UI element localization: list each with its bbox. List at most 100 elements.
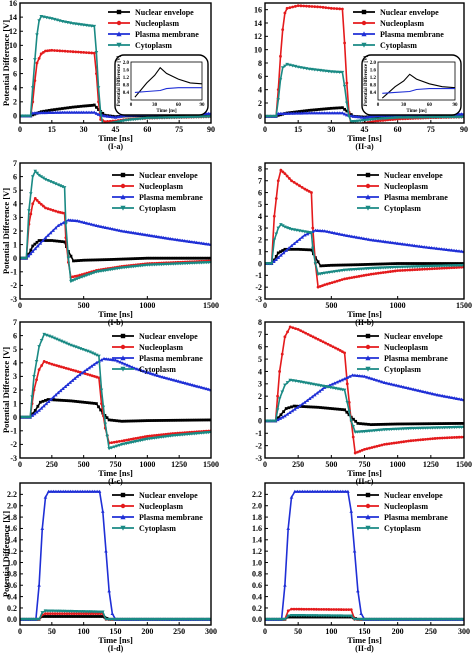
data-point: [347, 268, 352, 272]
series-group: [265, 325, 464, 455]
data-point: [360, 430, 364, 434]
y-tick-label: 7: [13, 318, 17, 327]
data-point: [339, 608, 343, 611]
data-point: [120, 361, 125, 365]
data-point: [373, 262, 377, 266]
data-point: [133, 257, 137, 261]
data-point: [385, 617, 389, 622]
y-tick-label: -1: [255, 429, 262, 438]
data-point: [92, 24, 97, 29]
x-tick-label: 200: [141, 627, 153, 636]
y-tick-label: 2: [258, 236, 262, 245]
data-point: [366, 237, 371, 241]
data-point: [125, 419, 128, 423]
y-tick-label: 6: [258, 72, 262, 81]
legend-swatch-marker: [365, 525, 371, 531]
data-point: [53, 108, 56, 111]
data-point: [144, 370, 148, 374]
x-tick-label: 500: [325, 460, 337, 469]
data-point: [204, 431, 209, 435]
data-point: [289, 615, 293, 619]
data-point: [122, 229, 126, 233]
data-point: [265, 114, 270, 119]
data-point: [447, 248, 451, 252]
data-point: [42, 332, 46, 337]
data-point: [425, 264, 429, 269]
data-point: [127, 265, 131, 269]
data-point: [137, 617, 142, 622]
data-point: [147, 116, 152, 120]
legend-swatch-marker: [116, 42, 122, 48]
data-point: [378, 266, 383, 270]
legend-label: Nucleoplasm: [384, 182, 428, 191]
data-point: [417, 617, 422, 622]
data-point: [187, 239, 192, 243]
data-point: [183, 261, 187, 266]
data-point: [164, 236, 168, 240]
inset-x-axis-label: Time [ns]: [406, 109, 427, 114]
data-point: [435, 393, 440, 397]
data-point: [304, 405, 308, 409]
data-point: [92, 352, 97, 356]
series-group: [20, 489, 211, 622]
data-point: [78, 400, 82, 404]
data-point: [171, 262, 176, 266]
data-point: [292, 613, 296, 618]
data-point: [106, 357, 111, 361]
data-point: [170, 116, 174, 120]
data-point: [47, 16, 51, 20]
data-point: [460, 265, 463, 269]
chart-panel-ii-c: 0 250 500 750 1000 1250 1500-3-2-1012345678Tim…: [255, 318, 472, 486]
data-point: [371, 262, 375, 266]
data-point: [327, 608, 331, 611]
data-point: [382, 380, 387, 384]
data-point: [30, 617, 34, 622]
data-point: [113, 617, 118, 622]
data-point: [454, 249, 459, 253]
data-point: [89, 258, 93, 262]
data-point: [358, 430, 362, 434]
data-point: [403, 268, 407, 272]
data-point: [352, 417, 355, 421]
data-point: [74, 369, 78, 373]
data-point: [319, 607, 323, 611]
data-point: [84, 258, 88, 262]
data-point: [287, 246, 291, 250]
data-point: [138, 117, 143, 121]
data-point: [343, 107, 346, 111]
data-point: [334, 263, 338, 267]
data-point: [136, 257, 140, 260]
data-point: [364, 273, 368, 277]
data-point: [304, 331, 308, 335]
data-point: [287, 406, 291, 410]
data-point: [44, 49, 47, 53]
data-point: [330, 270, 334, 274]
data-point: [129, 257, 133, 261]
data-point: [336, 614, 341, 618]
data-point: [427, 264, 432, 269]
data-point: [411, 387, 416, 391]
data-point: [359, 267, 364, 271]
data-point: [84, 23, 89, 28]
data-point: [338, 489, 343, 493]
data-point: [407, 243, 412, 247]
data-point: [37, 19, 41, 23]
data-point: [418, 268, 422, 271]
y-tick-label: 1.8: [252, 513, 262, 522]
data-point: [347, 114, 351, 119]
y-tick-label: 6: [13, 331, 17, 340]
data-point: [285, 62, 289, 67]
legend-swatch-marker: [365, 183, 371, 189]
data-point: [45, 360, 49, 364]
data-point: [270, 617, 275, 622]
data-point: [380, 380, 384, 384]
data-point: [62, 399, 66, 402]
data-point: [375, 444, 379, 448]
data-point: [349, 114, 354, 118]
data-point: [326, 342, 330, 346]
data-point: [356, 119, 360, 123]
data-point: [329, 344, 332, 347]
legend-swatch-marker: [120, 205, 126, 211]
data-point: [416, 388, 420, 392]
data-point: [150, 234, 154, 238]
